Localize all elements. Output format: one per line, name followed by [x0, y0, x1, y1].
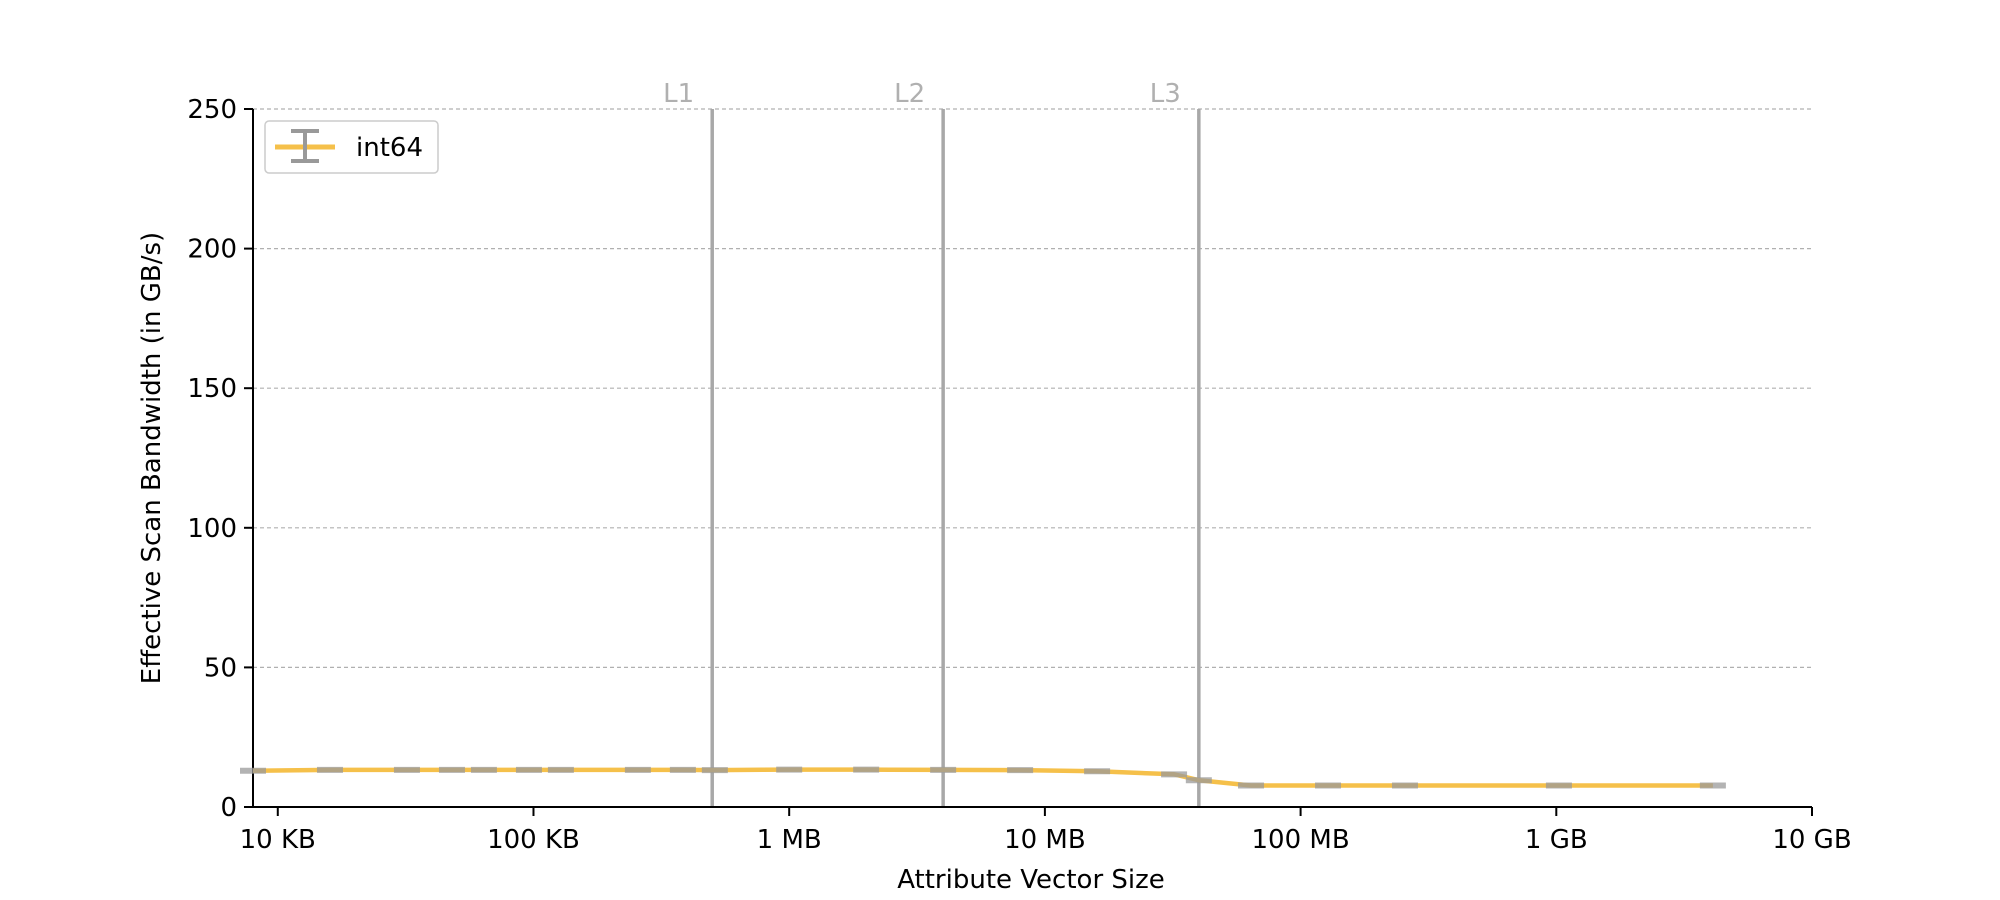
x-tick-label: 100 MB: [1252, 825, 1350, 855]
series-line-int64: [252, 767, 1713, 788]
cache-label-l2: L2: [894, 79, 925, 109]
legend-label: int64: [356, 133, 423, 163]
y-tick-label: 150: [187, 374, 237, 404]
y-tick-label: 50: [204, 653, 237, 683]
series: [240, 766, 1726, 789]
x-tick-label: 100 KB: [487, 825, 580, 855]
y-axis-title: Effective Scan Bandwidth (in GB/s): [137, 232, 167, 684]
cache-level-lines: L1 L2 L3: [663, 79, 1201, 807]
x-tick-label: 1 MB: [757, 825, 822, 855]
x-tick-label: 1 GB: [1525, 825, 1588, 855]
axes: [252, 109, 1812, 808]
cache-label-l1: L1: [663, 79, 694, 109]
x-tick-label: 10 KB: [240, 825, 316, 855]
y-tick-label: 250: [187, 95, 237, 125]
y-ticks: 0 50 100 150 200 250: [187, 95, 253, 823]
y-tick-label: 200: [187, 235, 237, 265]
y-tick-label: 0: [220, 793, 237, 823]
x-tick-label: 10 GB: [1772, 825, 1851, 855]
legend: int64: [264, 120, 439, 174]
cache-label-l3: L3: [1150, 79, 1181, 109]
x-tick-label: 10 MB: [1004, 825, 1086, 855]
y-tick-label: 100: [187, 514, 237, 544]
grid-lines: [253, 108, 1812, 669]
x-ticks: 10 KB 100 KB 1 MB 10 MB 100 MB 1 GB 10 GB: [240, 807, 1852, 855]
x-axis-title: Attribute Vector Size: [897, 865, 1165, 895]
